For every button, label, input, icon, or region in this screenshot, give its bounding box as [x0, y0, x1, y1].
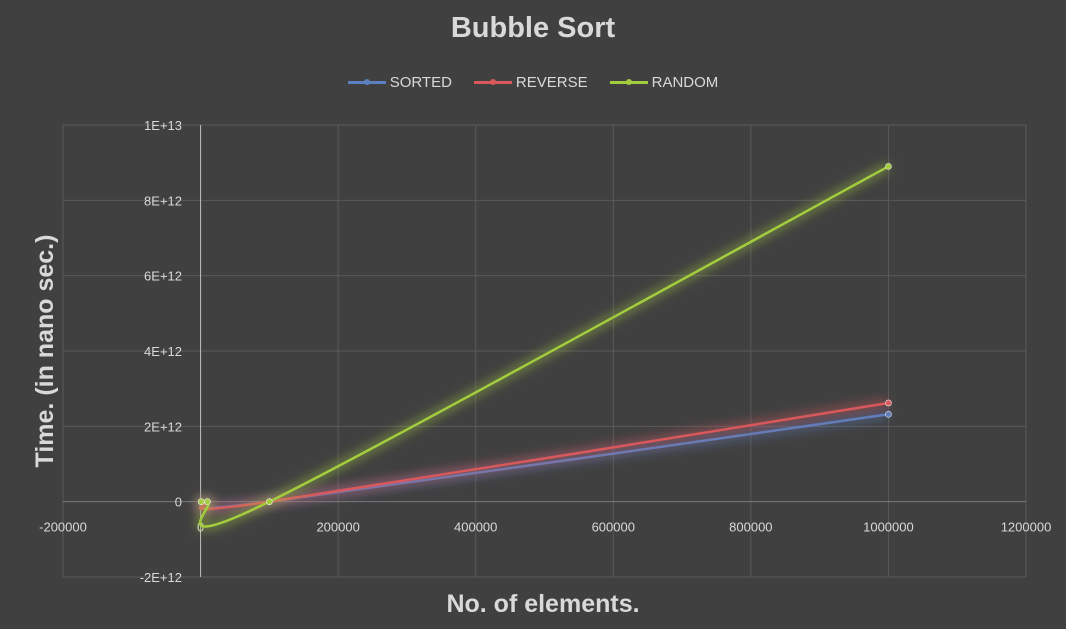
- legend-swatch-random: [609, 79, 648, 85]
- legend-item-sorted: SORTED: [347, 74, 452, 91]
- legend-item-reverse: REVERSE: [473, 74, 588, 91]
- point-random-2: [266, 498, 273, 505]
- legend-label-sorted: SORTED: [389, 74, 452, 91]
- x-tick-label-3: 400000: [454, 520, 497, 535]
- legend-swatch-reverse: [473, 79, 512, 85]
- point-random-1: [204, 498, 211, 505]
- x-tick-label-6: 1000000: [863, 520, 914, 535]
- legend-item-random: RANDOM: [609, 74, 719, 91]
- y-tick-label-0: -2E+12: [140, 570, 182, 585]
- y-tick-label-1: 0: [175, 495, 182, 510]
- x-tick-label-4: 600000: [592, 520, 635, 535]
- y-tick-label-5: 8E+12: [144, 193, 182, 208]
- y-tick-label-2: 2E+12: [144, 419, 182, 434]
- x-tick-label-5: 800000: [729, 520, 772, 535]
- x-axis-title: No. of elements.: [446, 590, 639, 618]
- y-tick-label-4: 6E+12: [144, 269, 182, 284]
- x-tick-label-0: -200000: [39, 520, 87, 535]
- point-sorted-3: [885, 410, 892, 418]
- y-axis-title: Time. (in nano sec.): [31, 235, 59, 468]
- chart-title: Bubble Sort: [450, 12, 616, 44]
- point-reverse-3: [885, 399, 892, 407]
- y-tick-label-6: 1E+13: [144, 118, 182, 133]
- y-tick-label-3: 4E+12: [144, 344, 182, 359]
- x-tick-label-2: 200000: [316, 520, 359, 535]
- series-glow-random: [195, 162, 891, 531]
- legend: SORTED REVERSE RANDOM: [0, 74, 1066, 91]
- legend-swatch-sorted: [347, 79, 386, 85]
- x-tick-label-7: 1200000: [1001, 520, 1052, 535]
- legend-label-reverse: REVERSE: [515, 74, 588, 91]
- point-random-3: [885, 163, 892, 170]
- legend-label-random: RANDOM: [651, 74, 719, 91]
- point-random-0: [197, 498, 205, 505]
